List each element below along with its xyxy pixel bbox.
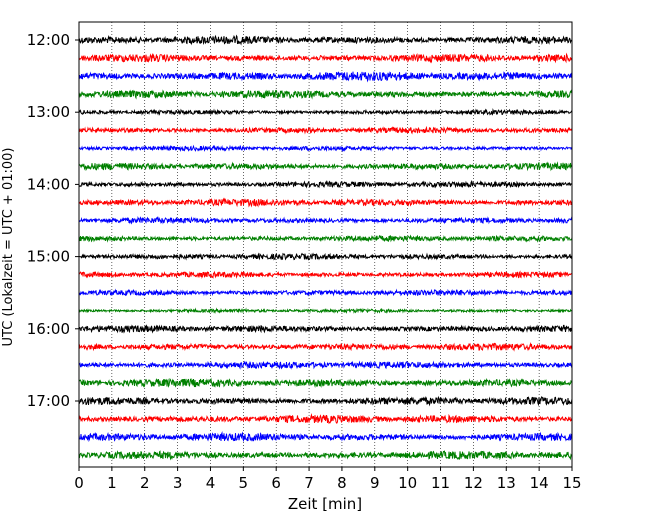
trace-1700 [78,395,573,407]
x-tick-label: 2 [140,474,150,492]
trace-1230 [78,71,573,83]
trace-1330 [78,144,573,153]
y-tick-label: 14:00 [27,175,70,193]
x-tick-label: 13 [497,474,516,492]
y-tick-label: 12:00 [27,31,70,49]
y-tick-label: 15:00 [27,248,70,266]
x-axis: 0 1 2 3 4 5 6 7 8 9 10 11 12 13 14 15 [74,467,582,492]
y-tick-label: 16:00 [27,320,70,338]
trace-1315 [78,125,573,135]
trace-1215 [78,52,573,64]
x-tick-label: 7 [304,474,314,492]
trace-1730 [78,431,573,443]
trace-1245 [78,89,573,100]
trace-1630 [78,360,573,370]
trace-1745 [78,450,573,461]
x-tick-label: 12 [464,474,483,492]
trace-1445 [78,234,573,243]
y-axis-label: UTC (Lokalzeit = UTC + 01:00) [1,148,16,347]
x-tick-label: 1 [107,474,117,492]
trace-1615 [78,341,573,352]
trace-1515 [78,270,573,279]
traces [78,34,573,461]
x-tick-label: 10 [398,474,417,492]
x-tick-label: 8 [337,474,347,492]
x-tick-label: 11 [431,474,450,492]
y-tick-label: 17:00 [27,392,70,410]
trace-1400 [78,179,573,189]
x-axis-label: Zeit [min] [288,495,362,513]
x-tick-label: 5 [239,474,249,492]
trace-1715 [78,413,573,425]
x-tick-label: 9 [370,474,380,492]
x-tick-label: 14 [530,474,549,492]
x-tick-label: 15 [562,474,581,492]
trace-1300 [78,108,573,116]
trace-1430 [78,216,573,225]
x-tick-label: 3 [173,474,183,492]
x-tick-label: 4 [206,474,216,492]
trace-1200 [78,34,573,46]
trace-1530 [78,288,573,297]
trace-1500 [78,252,573,261]
plot-frame [78,21,573,468]
trace-1645 [78,377,573,389]
trace-1545 [78,307,573,314]
y-axis: 12:00 13:00 14:00 15:00 16:00 17:00 [27,31,79,410]
x-tick-label: 0 [74,474,84,492]
trace-1345 [78,161,573,172]
x-tick-label: 6 [271,474,281,492]
trace-1600 [78,324,573,334]
vertical-grid [111,22,540,467]
y-tick-label: 13:00 [27,103,70,121]
trace-1415 [78,197,573,208]
